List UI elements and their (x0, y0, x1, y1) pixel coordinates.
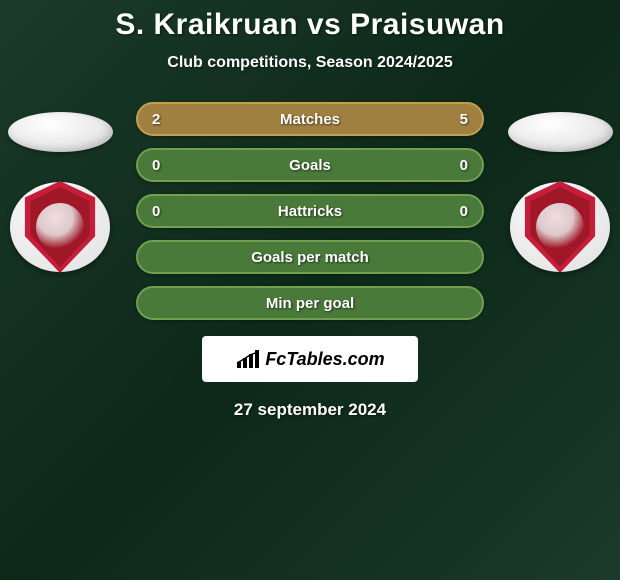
stat-bar: Goals per match (136, 240, 484, 274)
player-left-badge (10, 182, 110, 272)
club-crest-icon (521, 181, 599, 273)
stat-left-value: 0 (152, 157, 160, 174)
player-right-column (500, 102, 620, 272)
chart-icon (235, 348, 261, 370)
stat-right-value: 0 (460, 157, 468, 174)
stat-bar: Min per goal (136, 286, 484, 320)
logo-text: FcTables.com (265, 349, 384, 370)
page-title: S. Kraikruan vs Praisuwan (115, 8, 504, 42)
stat-label: Goals (289, 157, 331, 174)
subtitle: Club competitions, Season 2024/2025 (167, 54, 452, 72)
stat-bar: 0 Hattricks 0 (136, 194, 484, 228)
club-crest-icon (21, 181, 99, 273)
player-right-badge (510, 182, 610, 272)
stat-right-value: 5 (460, 111, 468, 128)
stat-label: Goals per match (251, 249, 369, 266)
player-left-column (0, 102, 120, 272)
stat-label: Min per goal (266, 295, 354, 312)
stat-bars: 2 Matches 5 0 Goals 0 0 Hattricks 0 Goals per mat… (120, 102, 500, 320)
stat-bar: 0 Goals 0 (136, 148, 484, 182)
stat-bar: 2 Matches 5 (136, 102, 484, 136)
player-left-head-icon (8, 112, 113, 152)
source-logo: FcTables.com (202, 336, 418, 382)
stat-left-value: 0 (152, 203, 160, 220)
stat-left-value: 2 (152, 111, 160, 128)
stat-right-value: 0 (460, 203, 468, 220)
stat-label: Matches (280, 111, 340, 128)
date: 27 september 2024 (234, 400, 386, 420)
stats-area: 2 Matches 5 0 Goals 0 0 Hattricks 0 Goals per mat… (0, 102, 620, 320)
player-right-head-icon (508, 112, 613, 152)
stat-label: Hattricks (278, 203, 342, 220)
